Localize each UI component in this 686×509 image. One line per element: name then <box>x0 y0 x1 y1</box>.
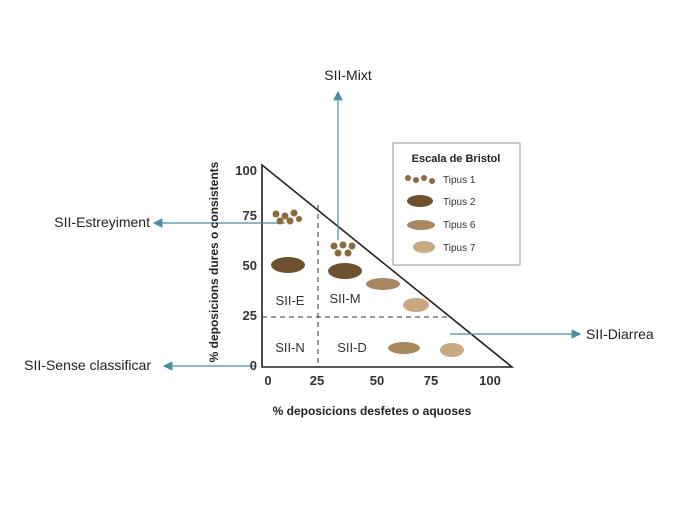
x-tick-label: 25 <box>310 373 324 388</box>
legend-label: Tipus 6 <box>443 220 476 231</box>
triangle <box>261 163 515 368</box>
y-tick-label: 0 <box>250 358 257 373</box>
legend-icons <box>405 175 435 253</box>
legend-label: Tipus 2 <box>443 197 476 208</box>
annotation: SII-Estreyiment <box>54 214 150 230</box>
region-label: SII-M <box>329 291 360 306</box>
x-tick-label: 75 <box>424 373 438 388</box>
annotation: SII-Mixt <box>324 67 372 83</box>
region-label: SII-N <box>275 340 305 355</box>
legend-label: Tipus 1 <box>443 175 476 186</box>
legend-title: Escala de Bristol <box>412 153 501 165</box>
x-tick-label: 50 <box>370 373 384 388</box>
annotation: SII-Diarrea <box>586 326 654 342</box>
legend-label: Tipus 7 <box>443 243 476 254</box>
x-tick-label: 0 <box>264 373 271 388</box>
y-tick-label: 75 <box>243 208 257 223</box>
y-tick-label: 50 <box>243 258 257 273</box>
y-axis-title: % deposicions dures o consistents <box>207 161 221 362</box>
x-tick-label: 100 <box>479 373 501 388</box>
x-axis-title: % deposicions desfetes o aquoses <box>273 404 472 418</box>
region-label: SII-E <box>276 293 305 308</box>
icon <box>271 209 464 357</box>
region-label: SII-D <box>337 340 367 355</box>
y-tick-label: 100 <box>235 163 257 178</box>
y-tick-label: 25 <box>243 308 257 323</box>
annotation: SII-Sense classificar <box>24 357 151 373</box>
